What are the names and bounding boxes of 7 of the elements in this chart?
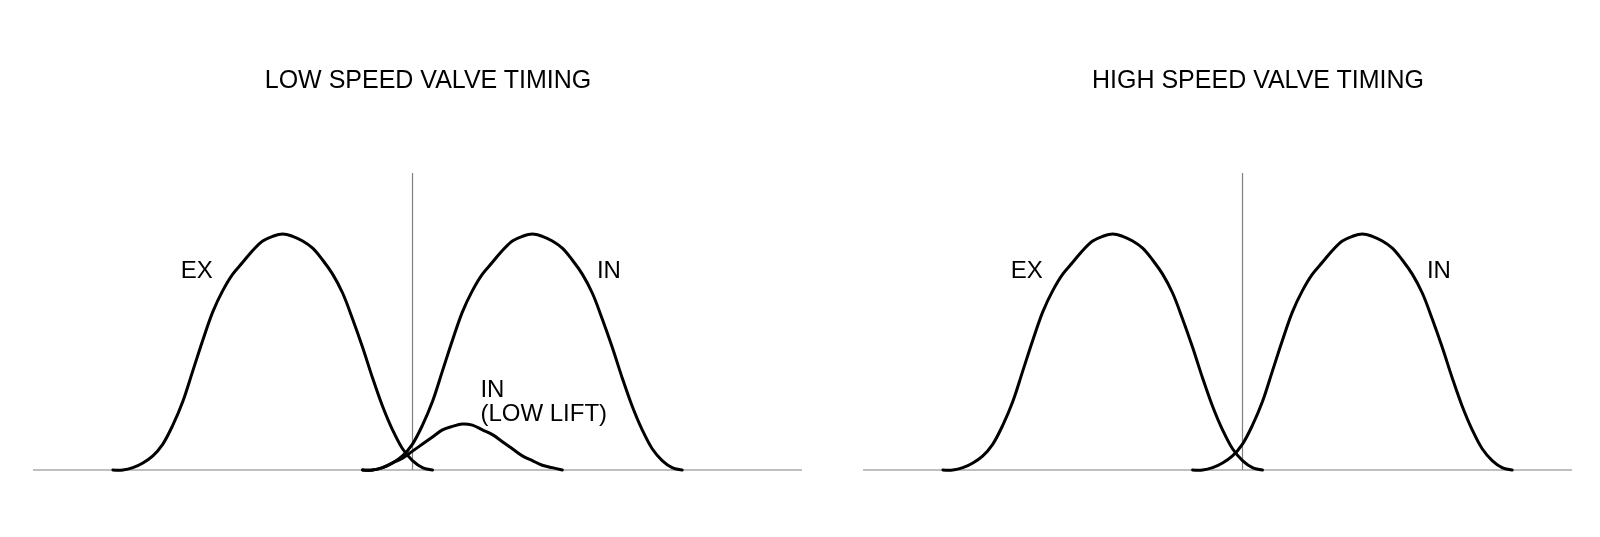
series-label: EX	[1010, 256, 1043, 284]
series-label: IN	[596, 256, 621, 284]
series-label: IN (LOW LIFT)	[480, 374, 608, 426]
series-label: EX	[180, 256, 213, 284]
chart-title: LOW SPEED VALVE TIMING	[264, 65, 592, 93]
chart-title: HIGH SPEED VALVE TIMING	[1091, 65, 1425, 93]
series-label: IN	[1426, 256, 1451, 284]
